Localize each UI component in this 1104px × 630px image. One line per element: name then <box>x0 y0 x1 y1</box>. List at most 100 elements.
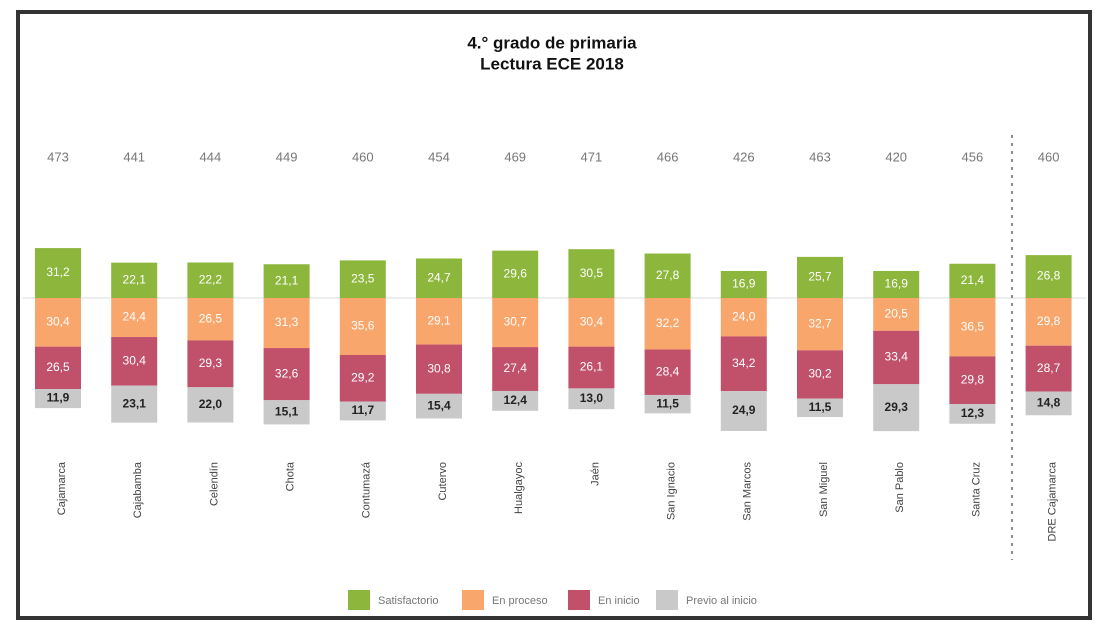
bar-segment <box>187 340 234 388</box>
chart-subtitle: Lectura ECE 2018 <box>480 54 624 73</box>
value-label: 21,1 <box>275 273 299 287</box>
value-label: 35,6 <box>351 319 375 333</box>
score-label: 454 <box>428 149 450 164</box>
value-label: 11,5 <box>656 396 679 410</box>
bar-segment <box>339 354 386 402</box>
bar-segment <box>416 344 462 394</box>
bar-segment <box>111 262 158 298</box>
x-tick-label: Santa Cruz <box>970 462 982 517</box>
score-label: 466 <box>657 149 679 164</box>
bar-segment <box>1025 298 1072 346</box>
bar-segment <box>263 348 310 401</box>
x-tick-label: Contumazá <box>361 461 373 518</box>
value-label: 31,3 <box>275 315 299 329</box>
value-label: 12,4 <box>504 393 528 407</box>
value-label: 14,8 <box>1037 396 1061 410</box>
value-label: 24,4 <box>123 310 147 324</box>
bar-segment <box>35 346 81 390</box>
value-label: 23,1 <box>123 396 147 410</box>
x-tick-label: San Miguel <box>818 462 830 517</box>
value-label: 29,8 <box>1037 314 1061 328</box>
value-label: 15,1 <box>275 404 299 418</box>
bar-segment <box>873 330 920 385</box>
legend-swatch <box>568 590 590 610</box>
score-label: 449 <box>276 149 298 164</box>
bar-segment <box>416 298 462 345</box>
x-tick-label: San Marcos <box>742 462 754 521</box>
value-label: 33,4 <box>885 350 909 364</box>
bar-segment <box>568 388 615 410</box>
score-label: 471 <box>581 149 603 164</box>
score-label: 469 <box>504 149 526 164</box>
value-label: 25,7 <box>808 270 832 284</box>
value-label: 29,3 <box>885 400 909 414</box>
value-label: 34,2 <box>732 356 756 370</box>
bar-segment <box>720 270 767 298</box>
value-label: 26,1 <box>580 360 604 374</box>
score-label: 444 <box>200 149 222 164</box>
value-label: 23,5 <box>351 271 375 285</box>
bar-segment <box>797 350 843 399</box>
bar-segment <box>949 263 996 298</box>
bar-segment <box>949 356 996 405</box>
bar-segment <box>263 400 310 425</box>
value-label: 24,7 <box>427 270 451 284</box>
value-label: 28,4 <box>656 364 680 378</box>
bar-segment <box>492 390 539 411</box>
bar-segment <box>187 298 234 341</box>
score-label: 426 <box>733 149 755 164</box>
value-label: 27,4 <box>504 361 528 375</box>
value-label: 20,5 <box>885 307 909 321</box>
bar-segment <box>263 264 310 298</box>
value-label: 11,7 <box>351 403 374 417</box>
bar-segment <box>949 404 996 424</box>
value-label: 29,3 <box>199 356 223 370</box>
legend-label: Previo al inicio <box>686 595 757 607</box>
bar-segment <box>187 262 234 298</box>
bar-segment <box>797 398 843 418</box>
bar-segment <box>797 298 843 351</box>
bar-segment <box>339 401 386 421</box>
value-label: 22,0 <box>199 397 223 411</box>
value-label: 30,8 <box>427 361 451 375</box>
score-label: 420 <box>885 149 907 164</box>
bar-segment <box>111 337 158 386</box>
bar-segment <box>263 298 310 349</box>
bar-segment <box>416 258 462 298</box>
x-tick-label: San Pablo <box>894 462 906 513</box>
value-label: 24,0 <box>732 309 756 323</box>
legend-swatch <box>656 590 678 610</box>
bar-segment <box>720 391 767 431</box>
value-label: 12,3 <box>961 406 985 420</box>
bar-segment <box>644 253 691 298</box>
value-label: 16,9 <box>732 277 756 291</box>
bar-segment <box>1025 391 1072 416</box>
bar-segment <box>339 298 386 355</box>
score-label: 456 <box>962 149 984 164</box>
value-label: 30,4 <box>46 314 70 328</box>
score-label: 460 <box>1038 149 1060 164</box>
x-tick-label: Jaén <box>589 462 601 486</box>
value-label: 30,4 <box>580 314 604 328</box>
value-label: 30,4 <box>123 354 147 368</box>
bar-segment <box>873 270 920 298</box>
x-tick-label: Chota <box>285 461 297 491</box>
value-label: 26,5 <box>46 360 70 374</box>
bar-segment <box>492 298 539 348</box>
bar-segment <box>492 250 539 298</box>
x-tick-label: Hualgayoc <box>513 462 525 514</box>
chart-title: 4.° grado de primaria <box>467 33 637 52</box>
value-label: 29,1 <box>427 313 451 327</box>
score-label: 460 <box>352 149 374 164</box>
bar-segment <box>720 298 767 337</box>
bar-segment <box>873 384 920 432</box>
value-label: 32,7 <box>808 316 832 330</box>
score-label: 473 <box>47 149 69 164</box>
legend-swatch <box>462 590 484 610</box>
value-label: 27,8 <box>656 268 680 282</box>
value-label: 29,6 <box>504 266 528 280</box>
bar-segment <box>797 256 843 298</box>
value-label: 26,8 <box>1037 269 1061 283</box>
bar-segment <box>873 298 920 331</box>
